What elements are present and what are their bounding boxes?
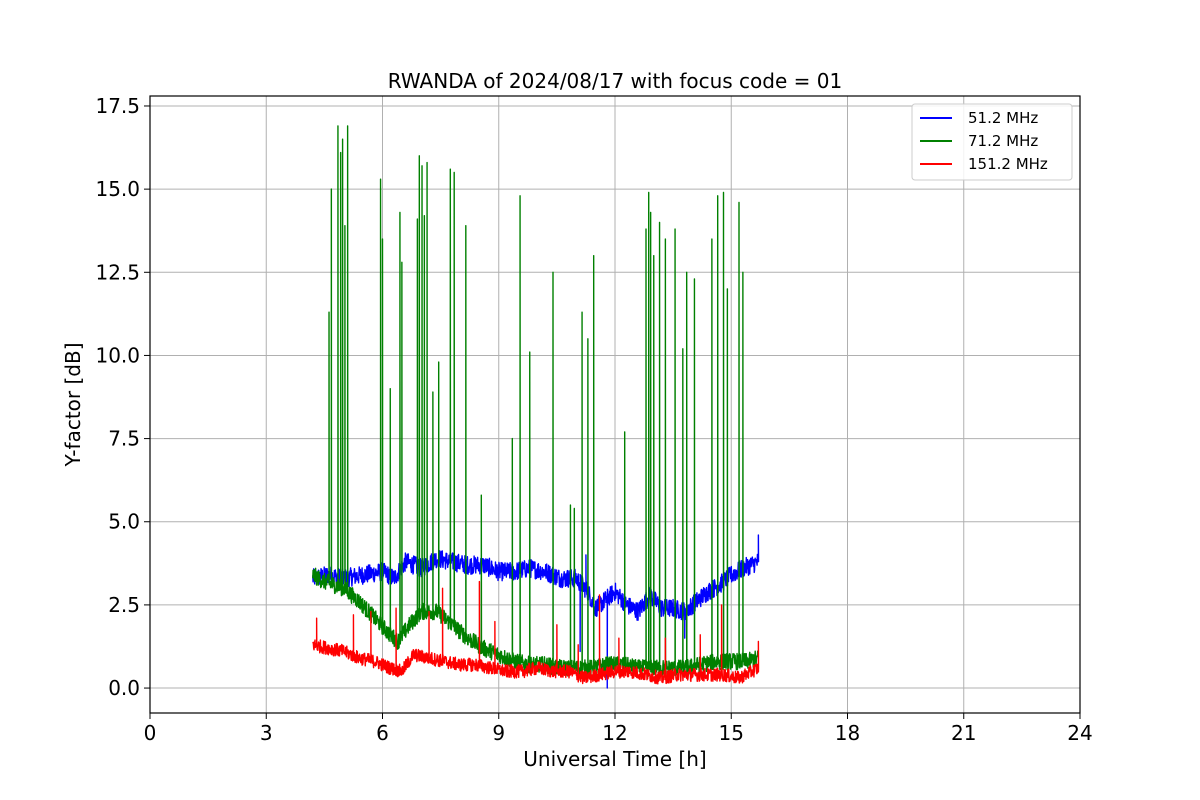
y-tick-label: 0.0 [108,676,140,700]
y-tick-label: 10.0 [95,343,140,367]
ticks: 0 3 6 9 12 15 18 21 24 0.0 2.5 5.0 7.5 10.0 12.5 15.0 17… [95,94,1092,745]
y-tick-label: 7.5 [108,427,140,451]
y-tick-label: 5.0 [108,510,140,534]
series-line-2 [312,580,760,685]
x-tick-label: 15 [719,721,744,745]
y-axis-label: Y-factor [dB] [61,342,85,467]
y-tick-label: 17.5 [95,94,140,118]
y-tick-label: 2.5 [108,593,140,617]
x-tick-label: 12 [602,721,627,745]
chart-title: RWANDA of 2024/08/17 with focus code = 0… [388,69,842,93]
series-layer [312,125,760,689]
y-tick-label: 12.5 [95,260,140,284]
x-tick-label: 9 [492,721,505,745]
x-axis-label: Universal Time [h] [523,747,706,771]
x-tick-label: 3 [260,721,273,745]
legend-label-2: 151.2 MHz [968,155,1048,173]
x-tick-label: 6 [376,721,389,745]
x-tick-label: 0 [144,721,157,745]
y-tick-label: 15.0 [95,177,140,201]
legend-label-0: 51.2 MHz [968,109,1038,127]
series-line-0 [312,534,760,689]
x-tick-label: 21 [951,721,976,745]
x-tick-label: 18 [835,721,860,745]
legend-label-1: 71.2 MHz [968,132,1038,150]
legend: 51.2 MHz 71.2 MHz 151.2 MHz [911,103,1073,181]
x-tick-label: 24 [1067,721,1092,745]
legend-box [911,103,1073,181]
series-line-1 [312,125,760,678]
